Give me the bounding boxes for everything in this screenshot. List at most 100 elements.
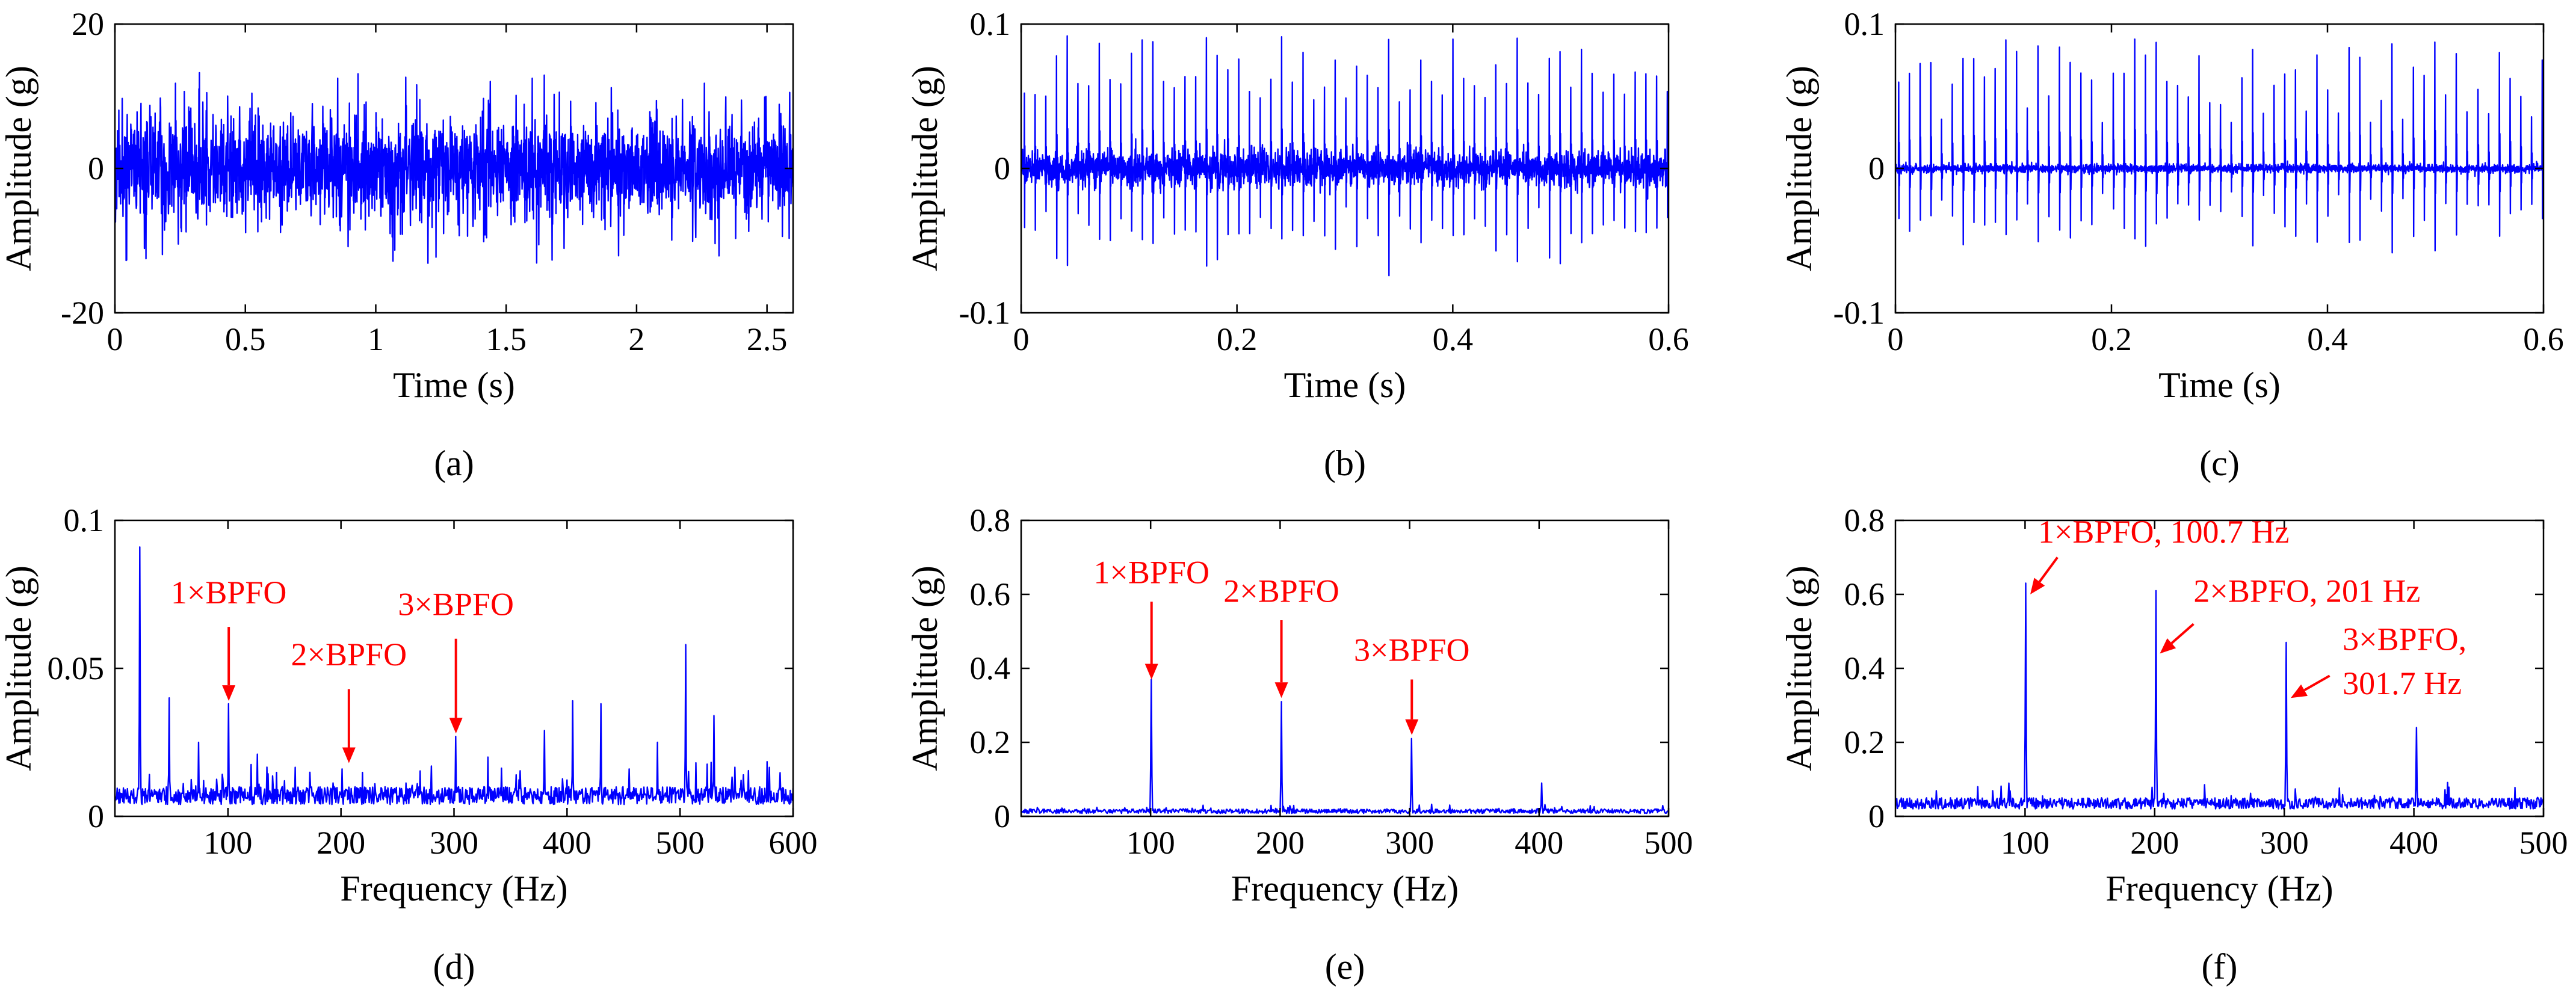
y-axis-title: Amplitude (g) — [0, 565, 39, 771]
y-tick-label: 0 — [1868, 798, 1885, 834]
panel-caption: (a) — [434, 443, 474, 483]
x-tick-label: 100 — [1126, 825, 1175, 861]
panel-caption: (e) — [1325, 947, 1365, 987]
y-axis-title: Amplitude (g) — [1779, 565, 1819, 771]
y-tick-label: -0.1 — [1833, 295, 1885, 331]
annotation-label: 3×BPFO — [1354, 632, 1470, 668]
x-tick-label: 300 — [1385, 825, 1434, 861]
annotation-arrow-shaft — [2038, 556, 2059, 583]
panel-caption: (f) — [2202, 947, 2238, 987]
x-tick-label: 200 — [317, 825, 365, 861]
annotation-label: 3×BPFO, — [2343, 621, 2466, 657]
x-tick-label: 400 — [2389, 825, 2438, 861]
y-tick-label: -0.1 — [959, 295, 1010, 331]
annotation-arrow-head — [2160, 638, 2176, 654]
x-axis-title: Time (s) — [1284, 365, 1406, 405]
x-tick-label: 500 — [1645, 825, 1693, 861]
signal-trace-c — [1895, 38, 2544, 254]
signal-trace-b — [1021, 35, 1669, 277]
panel-d: 100 200 300 400 500 600 0 0.05 0.1 Frequency (Hz)… — [0, 502, 818, 987]
annotation-arrow-head — [1144, 664, 1158, 680]
y-axis-title: Amplitude (g) — [905, 565, 945, 771]
annotation-label: 2×BPFO — [291, 636, 407, 673]
x-tick-label: 200 — [2130, 825, 2179, 861]
x-tick-label: 0.5 — [225, 321, 266, 357]
x-axis-title: Time (s) — [393, 365, 515, 405]
x-tick-label: 0 — [1888, 321, 1904, 357]
x-tick-label: 300 — [430, 825, 478, 861]
annotation-arrow-head — [1274, 682, 1288, 698]
y-axis-title: Amplitude (g) — [0, 66, 39, 271]
annotation-label: 301.7 Hz — [2343, 665, 2462, 701]
annotation-arrow-head — [222, 685, 236, 701]
signal-trace-d — [115, 546, 793, 805]
y-axis-title: Amplitude (g) — [1779, 66, 1819, 271]
x-tick-label: 0 — [1013, 321, 1030, 357]
x-tick-label: 2.5 — [747, 321, 788, 357]
x-axis-title: Time (s) — [2158, 365, 2281, 405]
annotation-label: 3×BPFO — [398, 586, 514, 622]
x-tick-label: 300 — [2260, 825, 2309, 861]
x-tick-label: 600 — [769, 825, 818, 861]
signal-trace-a — [115, 72, 793, 264]
x-tick-label: 1.5 — [486, 321, 527, 357]
annotation-label: 2×BPFO — [1223, 573, 1339, 609]
annotation-arrow-shaft — [2170, 623, 2195, 644]
x-tick-label: 100 — [2001, 825, 2049, 861]
annotation-arrow-head — [449, 718, 463, 734]
x-axis-title: Frequency (Hz) — [340, 869, 567, 908]
y-tick-label: -20 — [61, 295, 104, 331]
x-axis-title: Frequency (Hz) — [1231, 869, 1459, 908]
x-tick-label: 0.6 — [2523, 321, 2564, 357]
signal-trace-e — [1021, 679, 1669, 815]
y-tick-label: 0.6 — [1844, 576, 1885, 612]
annotation-arrow-head — [1405, 719, 1419, 735]
y-tick-label: 0.4 — [970, 650, 1011, 686]
y-tick-label: 20 — [72, 6, 104, 42]
panel-e: 100 200 300 400 500 0 0.2 0.4 0.6 0.8 Frequency (H… — [905, 502, 1693, 987]
annotation-label: 1×BPFO, 100.7 Hz — [2038, 514, 2290, 550]
y-tick-label: 0.2 — [1844, 724, 1885, 760]
x-tick-label: 400 — [1515, 825, 1563, 861]
panel-caption: (c) — [2199, 443, 2240, 483]
y-tick-label: 0 — [994, 150, 1010, 186]
y-tick-label: 0.4 — [1844, 650, 1885, 686]
x-tick-label: 0 — [107, 321, 123, 357]
x-tick-label: 0.4 — [2307, 321, 2348, 357]
x-tick-label: 400 — [543, 825, 591, 861]
x-tick-label: 500 — [656, 825, 705, 861]
y-tick-label: 0.05 — [48, 650, 105, 686]
x-tick-label: 200 — [1256, 825, 1305, 861]
y-tick-label: 0.8 — [970, 502, 1011, 538]
y-tick-label: 0.1 — [970, 6, 1011, 42]
y-axis-title: Amplitude (g) — [905, 66, 945, 271]
y-tick-label: 0.1 — [64, 502, 105, 538]
x-tick-label: 0.6 — [1648, 321, 1689, 357]
y-tick-label: 0.6 — [970, 576, 1011, 612]
x-tick-label: 0.2 — [1217, 321, 1258, 357]
annotation-label: 1×BPFO — [1093, 555, 1209, 591]
x-tick-label: 0.2 — [2091, 321, 2132, 357]
x-tick-label: 500 — [2519, 825, 2568, 861]
x-tick-label: 2 — [628, 321, 644, 357]
panel-caption: (b) — [1324, 443, 1366, 483]
y-tick-label: 0.8 — [1844, 502, 1885, 538]
annotation-label: 1×BPFO — [171, 574, 287, 611]
signal-trace-f — [1895, 582, 2544, 810]
axes-frame-d — [114, 519, 794, 818]
y-tick-label: 0 — [88, 798, 104, 834]
y-tick-label: 0.1 — [1844, 6, 1885, 42]
x-tick-label: 100 — [203, 825, 252, 861]
panel-f: 100 200 300 400 500 0 0.2 0.4 0.6 0.8 Frequency (H… — [1779, 502, 2568, 987]
y-tick-label: 0 — [994, 798, 1010, 834]
annotation-arrow-head — [2030, 578, 2045, 594]
x-tick-label: 1 — [368, 321, 384, 357]
panel-caption: (d) — [433, 947, 475, 987]
annotation-arrow-head — [2290, 684, 2308, 698]
annotation-arrow-shaft — [2303, 674, 2330, 692]
y-tick-label: 0 — [88, 150, 104, 186]
